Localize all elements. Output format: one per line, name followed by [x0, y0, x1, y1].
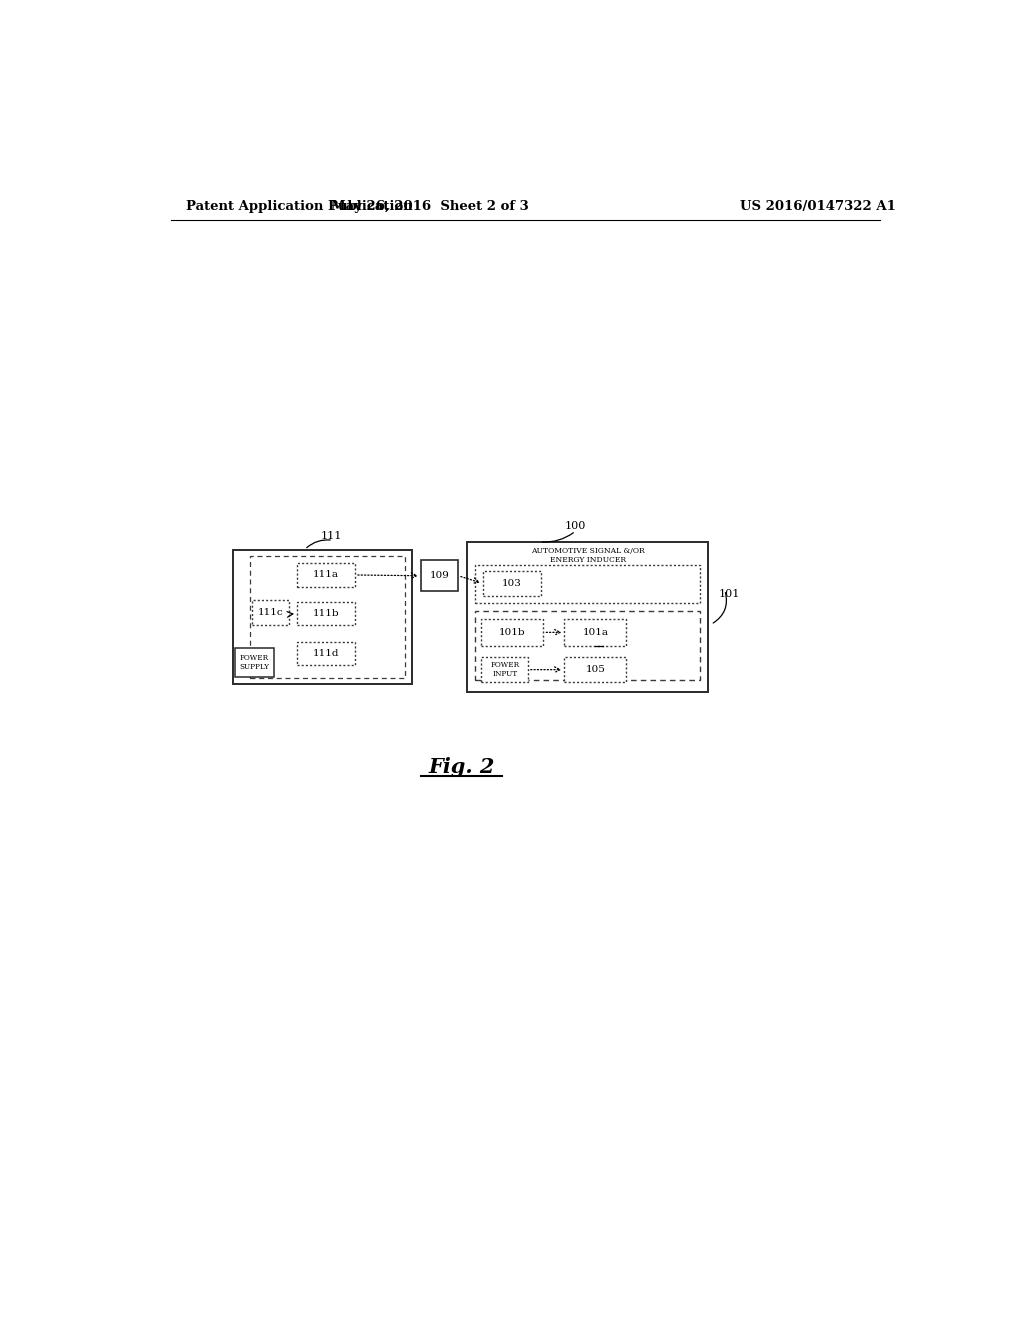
Text: 111c: 111c: [258, 609, 284, 618]
Bar: [251, 556, 406, 678]
Text: POWER
SUPPLY: POWER SUPPLY: [240, 655, 269, 672]
Text: 100: 100: [565, 521, 587, 532]
Text: 101b: 101b: [499, 628, 525, 636]
Text: 111: 111: [321, 531, 342, 541]
Text: 101: 101: [719, 590, 740, 599]
Text: 111d: 111d: [312, 649, 339, 657]
Bar: [564, 619, 627, 645]
Bar: [297, 564, 355, 586]
Bar: [564, 657, 627, 682]
Bar: [475, 611, 700, 681]
Bar: [467, 541, 708, 692]
Bar: [297, 602, 355, 626]
Bar: [481, 619, 544, 645]
Text: 111a: 111a: [313, 570, 339, 579]
Bar: [475, 565, 700, 603]
Bar: [252, 601, 289, 626]
Text: 103: 103: [502, 579, 522, 587]
Text: 111b: 111b: [312, 609, 339, 618]
Text: May 26, 2016  Sheet 2 of 3: May 26, 2016 Sheet 2 of 3: [332, 199, 529, 213]
Bar: [483, 572, 541, 595]
Text: 109: 109: [430, 572, 450, 581]
Text: 105: 105: [586, 665, 605, 675]
Text: Fig. 2: Fig. 2: [428, 756, 495, 776]
Text: AUTOMOTIVE SIGNAL &/OR
ENERGY INDUCER: AUTOMOTIVE SIGNAL &/OR ENERGY INDUCER: [530, 546, 644, 565]
Bar: [297, 642, 355, 665]
Bar: [421, 561, 458, 591]
Bar: [234, 648, 273, 677]
Bar: [481, 657, 528, 682]
Bar: [233, 549, 412, 684]
Text: Patent Application Publication: Patent Application Publication: [186, 199, 413, 213]
Text: 101a: 101a: [583, 628, 608, 636]
Text: POWER
INPUT: POWER INPUT: [490, 661, 519, 678]
Text: US 2016/0147322 A1: US 2016/0147322 A1: [740, 199, 896, 213]
